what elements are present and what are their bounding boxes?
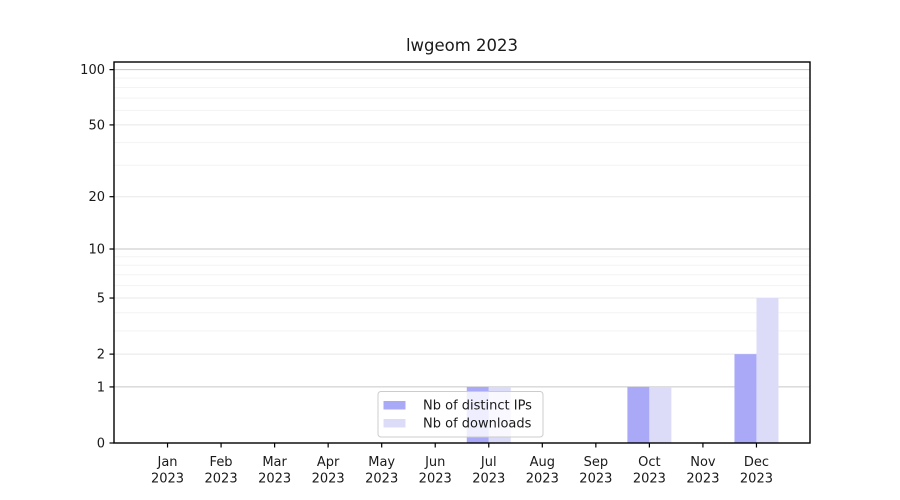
y-tick-label: 20 (88, 190, 105, 205)
y-tick-label: 5 (97, 292, 105, 307)
x-tick-year-label: 2023 (419, 472, 452, 487)
y-tick-label: 100 (80, 63, 105, 78)
x-tick-year-label: 2023 (365, 472, 398, 487)
x-tick-year-label: 2023 (633, 472, 666, 487)
x-tick-month-label: Dec (744, 455, 769, 470)
x-tick-year-label: 2023 (472, 472, 505, 487)
x-tick-year-label: 2023 (205, 472, 238, 487)
chart-title: lwgeom 2023 (406, 36, 518, 55)
y-tick-label: 1 (97, 380, 105, 395)
x-tick-month-label: Mar (262, 455, 287, 470)
y-tick-label: 50 (88, 118, 105, 133)
bar-distinct-ips (734, 354, 757, 443)
legend-swatch-distinct-ips (383, 401, 406, 410)
x-tick-month-label: Aug (530, 455, 555, 470)
y-tick-label: 0 (97, 437, 105, 452)
plot-frame (113, 61, 811, 444)
y-tick-label: 2 (97, 348, 105, 363)
x-tick-month-label: Jul (480, 455, 497, 470)
x-tick-month-label: Feb (210, 455, 233, 470)
legend-box (377, 391, 544, 438)
x-tick-year-label: 2023 (740, 472, 773, 487)
x-tick-month-label: Oct (638, 455, 660, 470)
x-tick-month-label: Nov (690, 455, 716, 470)
y-tick-label: 10 (88, 243, 105, 258)
x-tick-year-label: 2023 (258, 472, 291, 487)
bar-distinct-ips (627, 386, 650, 443)
x-tick-month-label: Jun (424, 455, 445, 470)
x-tick-month-label: Jan (157, 455, 178, 470)
x-tick-year-label: 2023 (526, 472, 559, 487)
x-tick-year-label: 2023 (312, 472, 345, 487)
x-tick-month-label: Sep (584, 455, 609, 470)
bar-downloads (649, 386, 672, 443)
legend-swatch-downloads (383, 419, 406, 428)
x-tick-month-label: Apr (317, 455, 340, 470)
x-tick-year-label: 2023 (686, 472, 719, 487)
bar-downloads (756, 298, 779, 443)
legend-label-downloads: Nb of downloads (423, 417, 532, 432)
legend-label-distinct-ips: Nb of distinct IPs (423, 399, 532, 414)
x-tick-year-label: 2023 (151, 472, 184, 487)
x-tick-year-label: 2023 (579, 472, 612, 487)
x-tick-month-label: May (368, 455, 395, 470)
legend: Nb of distinct IPs Nb of downloads (377, 391, 544, 438)
